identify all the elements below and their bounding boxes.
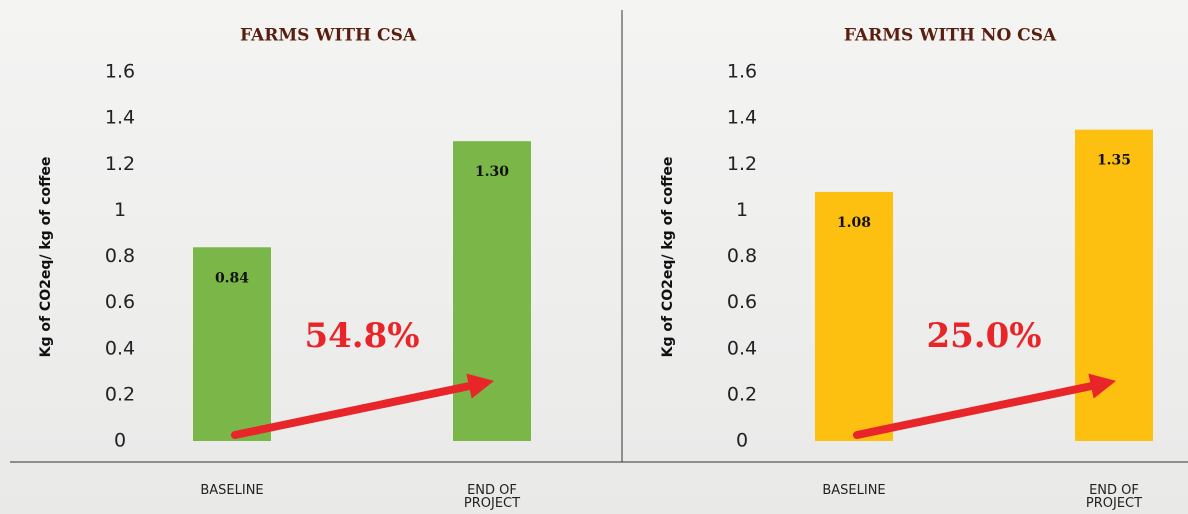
y-tick-label: 1.2 [105,153,135,175]
arrow [853,373,1117,439]
x-tick-label: BASELINE [822,483,886,498]
value-label: 0.84 [215,270,249,286]
value-label: 1.08 [837,215,871,231]
y-tick-label: 1.2 [727,153,757,175]
y-tick-label: 0.6 [105,291,135,313]
y-tick-label: 0.6 [727,291,757,313]
chart-title: FARMS WITH CSA [240,26,417,46]
y-tick-label: 0 [736,430,748,452]
x-tick-label: BASELINE [200,483,264,498]
bar [815,191,893,441]
y-tick-label: 0.4 [727,337,757,359]
chart-title: FARMS WITH NO CSA [844,26,1057,46]
y-tick-label: 1.6 [105,61,135,83]
x-tick-label: END OF PROJECT [463,483,521,511]
y-tick-label: 0.8 [105,245,135,267]
y-tick-label: 1 [114,199,126,221]
y-tick-label: 1.6 [727,61,757,83]
value-label: 1.30 [475,164,509,180]
y-tick-label: 0 [114,430,126,452]
bar [193,247,271,441]
y-axis-title: Kg of CO2eq/ kg of coffee [660,157,676,358]
annotation: 25.0% [926,316,1041,356]
y-tick-label: 1.4 [105,107,135,129]
y-tick-label: 1.4 [727,107,757,129]
y-tick-label: 0.8 [727,245,757,267]
x-tick-label: END OF PROJECT [1085,483,1143,511]
annotation: 54.8% [304,316,419,356]
value-label: 1.35 [1097,153,1131,169]
y-tick-label: 0.2 [727,383,757,405]
bar [453,141,531,441]
y-tick-label: 0.2 [105,383,135,405]
arrow [231,373,495,439]
y-axis-title: Kg of CO2eq/ kg of coffee [38,157,54,358]
y-tick-label: 0.4 [105,337,135,359]
y-tick-label: 1 [736,199,748,221]
bar [1075,129,1153,441]
